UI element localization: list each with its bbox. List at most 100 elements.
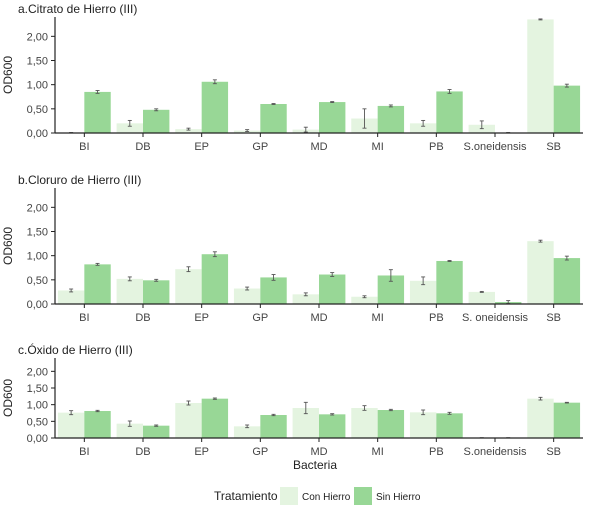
legend-title: Tratamiento (214, 489, 278, 503)
bar-con-hierro (527, 19, 553, 133)
x-tick-label: SB (546, 446, 561, 458)
bar-sin-hierro (202, 399, 228, 438)
bar-sin-hierro (260, 104, 286, 133)
error-bar (304, 293, 308, 296)
x-tick-label: EP (194, 446, 209, 458)
x-tick-label: DB (135, 141, 150, 153)
chart-panel: c.Óxido de Hierro (III) OD600 0,00 0,50 1,00… (1, 342, 583, 458)
chart-panel: b.Cloruro de Hierro (III) OD600 0,00 0,50 1,… (1, 173, 583, 324)
bar-sin-hierro (143, 426, 169, 438)
y-axis-title: OD600 (1, 56, 15, 94)
bar-sin-hierro (436, 91, 462, 133)
error-bar (245, 425, 249, 428)
bar-sin-hierro (319, 414, 345, 438)
y-tick-label: 0,50 (27, 104, 48, 116)
bar-sin-hierro (319, 102, 345, 133)
bar-sin-hierro (260, 277, 286, 304)
bar-sin-hierro (202, 254, 228, 304)
x-tick-label: S. oneidensis (462, 312, 529, 324)
bar-con-hierro (234, 289, 260, 304)
y-tick-label: 1,00 (27, 251, 48, 263)
bar-con-hierro (351, 408, 377, 438)
x-tick-label: MD (310, 141, 327, 153)
y-tick-label: 0,00 (27, 299, 48, 311)
x-tick-label: GP (252, 446, 268, 458)
bar-sin-hierro (260, 415, 286, 438)
x-tick-label: SB (546, 312, 561, 324)
x-tick-label: MI (372, 446, 384, 458)
bar-con-hierro (527, 241, 553, 304)
bar-sin-hierro (319, 275, 345, 304)
legend-label-sin-hierro: Sin Hierro (376, 492, 421, 503)
x-tick-label: S.oneidensis (464, 446, 527, 458)
error-bar (330, 414, 334, 415)
x-tick-label: BI (79, 312, 89, 324)
legend-swatch-con-hierro (280, 487, 298, 505)
y-tick-label: 0,00 (27, 433, 48, 445)
y-tick-label: 2,00 (27, 202, 48, 214)
y-axis-title: OD600 (1, 379, 15, 417)
x-tick-label: SB (546, 141, 561, 153)
y-tick-label: 0,50 (27, 275, 48, 287)
x-tick-label: PB (429, 312, 444, 324)
bar-sin-hierro (84, 92, 110, 133)
x-tick-label: MD (310, 446, 327, 458)
legend-label-con-hierro: Con Hierro (302, 492, 351, 503)
bar-con-hierro (58, 290, 84, 304)
y-tick-label: 0,50 (27, 416, 48, 428)
bar-sin-hierro (554, 403, 580, 438)
x-tick-label: MD (310, 312, 327, 324)
bar-con-hierro (117, 279, 143, 304)
panel-title: c.Óxido de Hierro (III) (18, 342, 133, 357)
x-tick-label: BI (79, 446, 89, 458)
y-tick-label: 1,00 (27, 80, 48, 92)
legend: Tratamiento Con Hierro Sin Hierro (214, 487, 421, 505)
x-tick-label: PB (429, 446, 444, 458)
error-bar (565, 402, 569, 403)
panels-group: a.Citrato de Hierro (III) OD600 0,00 0,50 1,… (1, 2, 583, 458)
bar-sin-hierro (554, 86, 580, 133)
y-tick-label: 0,00 (27, 128, 48, 140)
bar-sin-hierro (143, 280, 169, 304)
bar-sin-hierro (143, 110, 169, 133)
bar-sin-hierro (378, 410, 404, 438)
x-tick-label: EP (194, 141, 209, 153)
y-tick-label: 2,00 (27, 31, 48, 43)
error-bar (154, 279, 158, 281)
bar-sin-hierro (436, 261, 462, 304)
x-tick-label: EP (194, 312, 209, 324)
bar-con-hierro (410, 412, 436, 438)
bar-con-hierro (469, 292, 495, 304)
bar-con-hierro (175, 403, 201, 438)
bar-sin-hierro (84, 264, 110, 304)
y-tick-label: 1,50 (27, 56, 48, 68)
y-axis-title: OD600 (1, 227, 15, 265)
error-bar (538, 240, 542, 242)
panel-title: a.Citrato de Hierro (III) (18, 2, 137, 16)
x-tick-label: MI (372, 312, 384, 324)
bar-sin-hierro (84, 411, 110, 438)
bar-con-hierro (58, 413, 84, 438)
chart-panel: a.Citrato de Hierro (III) OD600 0,00 0,50 1,… (1, 2, 583, 153)
bar-sin-hierro (554, 258, 580, 304)
error-bar (506, 301, 510, 304)
panel-title: b.Cloruro de Hierro (III) (18, 173, 141, 187)
x-tick-label: GP (252, 312, 268, 324)
x-axis-title: Bacteria (293, 458, 337, 472)
x-tick-label: DB (135, 312, 150, 324)
x-tick-label: MI (372, 141, 384, 153)
bar-sin-hierro (436, 413, 462, 438)
bar-sin-hierro (202, 82, 228, 133)
bar-con-hierro (175, 269, 201, 304)
x-tick-label: S.oneidensis (464, 141, 527, 153)
bar-sin-hierro (378, 106, 404, 133)
x-tick-label: GP (252, 141, 268, 153)
legend-swatch-sin-hierro (354, 487, 372, 505)
x-tick-label: PB (429, 141, 444, 153)
y-tick-label: 2,00 (27, 366, 48, 378)
y-tick-label: 1,50 (27, 227, 48, 239)
x-tick-label: BI (79, 141, 89, 153)
y-tick-label: 1,00 (27, 400, 48, 412)
bar-con-hierro (527, 399, 553, 438)
